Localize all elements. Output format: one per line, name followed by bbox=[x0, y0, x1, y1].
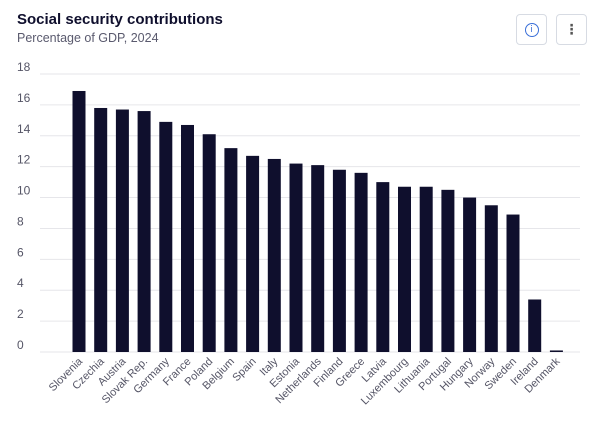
y-tick-label: 12 bbox=[17, 153, 31, 167]
bar-netherlands[interactable] bbox=[311, 165, 325, 352]
y-tick-label: 4 bbox=[17, 276, 24, 290]
bar-spain[interactable] bbox=[246, 155, 260, 352]
bar-sweden[interactable] bbox=[506, 214, 520, 352]
y-tick-label: 10 bbox=[17, 184, 31, 198]
bar-ireland[interactable] bbox=[528, 299, 542, 352]
bar-czechia[interactable] bbox=[94, 107, 108, 352]
y-tick-label: 18 bbox=[17, 60, 31, 74]
chart-title: Social security contributions bbox=[17, 11, 223, 28]
bar-finland[interactable] bbox=[332, 169, 346, 352]
bar-poland[interactable] bbox=[202, 134, 216, 352]
bars bbox=[72, 90, 563, 353]
y-tick-label: 16 bbox=[17, 91, 31, 105]
bar-slovak-rep[interactable] bbox=[137, 111, 151, 352]
bar-portugal[interactable] bbox=[441, 189, 455, 352]
bar-france[interactable] bbox=[181, 124, 194, 352]
bar-slovenia[interactable] bbox=[72, 90, 86, 352]
bar-austria[interactable] bbox=[115, 109, 129, 353]
more-vertical-icon: ⋮ bbox=[564, 21, 579, 38]
y-axis-ticks: 0 2 4 6 8 10 12 14 16 18 bbox=[17, 60, 31, 352]
y-tick-label: 0 bbox=[17, 338, 24, 352]
y-tick-label: 8 bbox=[17, 214, 24, 228]
bar-italy[interactable] bbox=[267, 158, 281, 352]
bar-germany[interactable] bbox=[159, 121, 173, 352]
bar-luxembourg[interactable] bbox=[398, 186, 411, 352]
bar-hungary[interactable] bbox=[463, 197, 477, 352]
bar-belgium[interactable] bbox=[224, 148, 238, 352]
more-options-button[interactable]: ⋮ bbox=[556, 14, 587, 45]
bar-lithuania[interactable] bbox=[419, 186, 433, 352]
chart-subtitle: Percentage of GDP, 2024 bbox=[17, 31, 159, 45]
y-tick-label: 14 bbox=[17, 122, 31, 136]
y-tick-label: 6 bbox=[17, 245, 24, 259]
bar-estonia[interactable] bbox=[289, 163, 303, 352]
x-tick-label: Spain bbox=[230, 356, 258, 384]
bar-norway[interactable] bbox=[484, 205, 498, 352]
info-icon: i bbox=[524, 22, 539, 37]
bar-greece[interactable] bbox=[354, 172, 368, 352]
bar-latvia[interactable] bbox=[376, 182, 390, 352]
y-tick-label: 2 bbox=[17, 307, 24, 321]
bar-denmark[interactable] bbox=[549, 350, 563, 352]
info-button[interactable]: i bbox=[516, 14, 547, 45]
